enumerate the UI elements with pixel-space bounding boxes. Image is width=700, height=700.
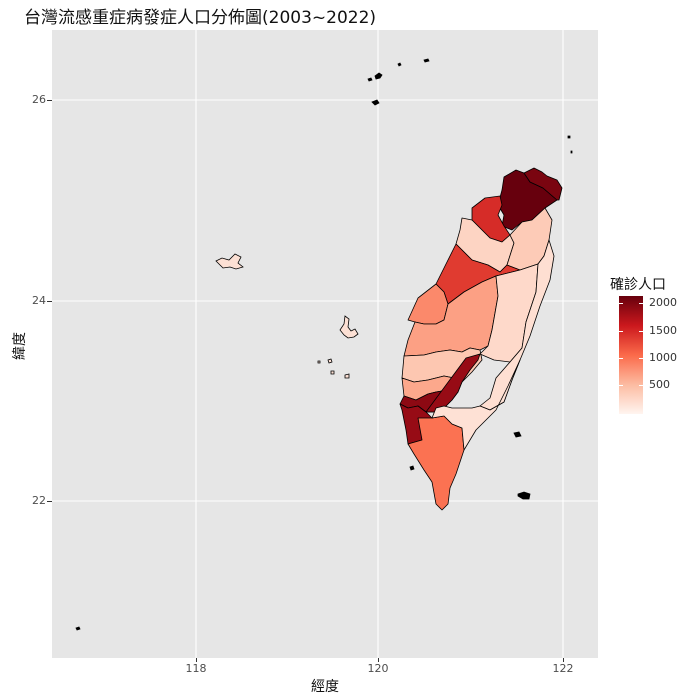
x-tick-label: 120: [367, 662, 389, 675]
map-svg: [52, 30, 598, 658]
legend-tickmark: [639, 358, 643, 359]
x-tickmark: [563, 658, 564, 662]
legend-tick-label: 500: [649, 378, 670, 391]
legend-tick-label: 1500: [649, 324, 677, 337]
y-tickmark: [47, 100, 52, 101]
legend-tick-label: 1000: [649, 351, 677, 364]
y-tickmark: [47, 501, 52, 502]
liuqiu-island: [409, 465, 415, 471]
y-tick-label: 24: [32, 294, 46, 307]
map-region: [431, 359, 521, 451]
map-region: [523, 167, 563, 201]
pengjia-islet: [567, 135, 573, 154]
legend-tickmark: [639, 303, 643, 304]
chart-title: 台灣流感重症病發症人口分佈圖(2003~2022): [24, 8, 377, 28]
x-tick-label: 122: [552, 662, 574, 675]
legend-tickmark: [619, 358, 623, 359]
green-island: [513, 431, 522, 438]
orchid-island: [517, 491, 531, 500]
y-tick-label: 22: [32, 494, 46, 507]
x-tick-label: 118: [185, 662, 207, 675]
penghu-islands: [317, 315, 359, 379]
legend-colorbar: [619, 296, 643, 414]
gridlines: [52, 30, 598, 658]
x-tickmark: [196, 658, 197, 662]
map-region: [407, 283, 449, 325]
legend-tickmark: [639, 331, 643, 332]
y-tick-label: 26: [32, 93, 46, 106]
y-tickmark: [47, 301, 52, 302]
matsu-islands: [367, 58, 430, 106]
legend-tick-label: 2000: [649, 296, 677, 309]
legend-title: 確診人口: [610, 277, 666, 293]
legend-tickmark: [619, 331, 623, 332]
dongsha-island: [75, 626, 81, 631]
kinmen-island: [215, 253, 244, 270]
x-tickmark: [378, 658, 379, 662]
y-axis-label: 緯度: [12, 332, 28, 360]
legend-tickmark: [619, 303, 623, 304]
map-panel: [52, 30, 598, 658]
legend-tickmark: [619, 385, 623, 386]
legend-tickmark: [639, 385, 643, 386]
color-legend: 確診人口 2000 1500 1000 500: [610, 274, 677, 414]
x-axis-label: 經度: [311, 679, 339, 695]
